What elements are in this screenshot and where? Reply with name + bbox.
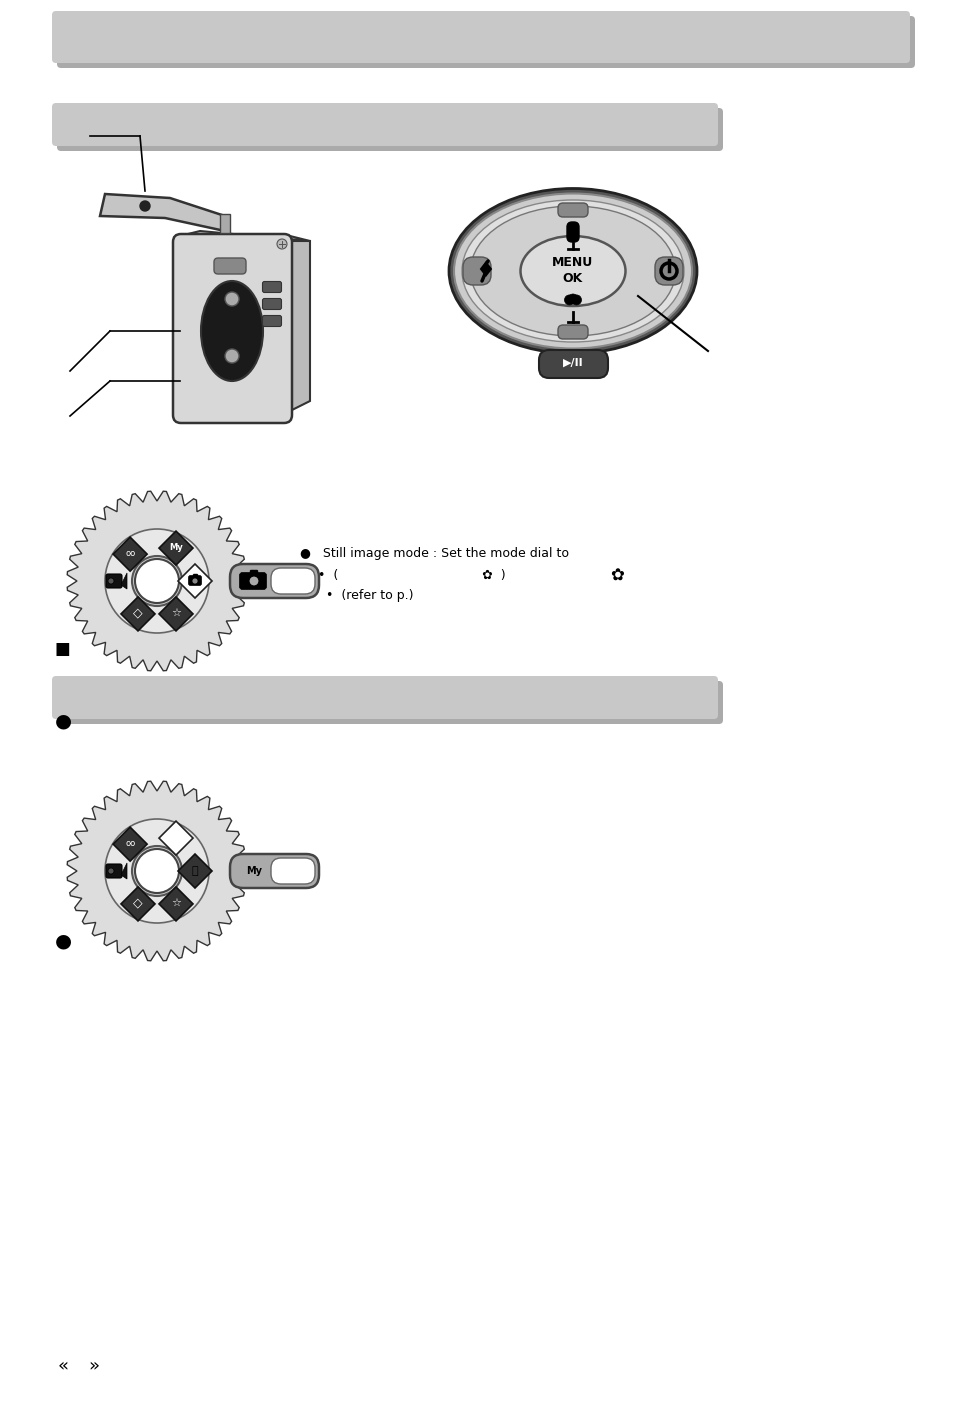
Circle shape: [276, 240, 287, 249]
Circle shape: [140, 200, 150, 212]
FancyBboxPatch shape: [538, 350, 607, 378]
Ellipse shape: [470, 206, 675, 336]
FancyBboxPatch shape: [462, 256, 491, 284]
Polygon shape: [121, 863, 127, 878]
FancyBboxPatch shape: [172, 234, 292, 423]
Circle shape: [135, 559, 179, 602]
Polygon shape: [121, 887, 154, 920]
Circle shape: [571, 296, 581, 305]
Text: ◇: ◇: [133, 607, 143, 619]
Ellipse shape: [449, 189, 697, 353]
FancyBboxPatch shape: [655, 256, 682, 284]
Text: •  (                                    ✿  ): • ( ✿ ): [317, 569, 505, 583]
Circle shape: [105, 820, 209, 923]
Polygon shape: [67, 492, 247, 671]
Text: oo: oo: [125, 839, 135, 848]
Polygon shape: [159, 531, 193, 565]
Circle shape: [132, 556, 182, 607]
Polygon shape: [220, 214, 230, 233]
Text: 📷: 📷: [192, 866, 198, 876]
FancyBboxPatch shape: [262, 298, 281, 310]
FancyBboxPatch shape: [57, 108, 722, 151]
FancyBboxPatch shape: [52, 104, 718, 146]
FancyBboxPatch shape: [566, 221, 578, 242]
Text: OK: OK: [562, 273, 582, 286]
Text: ●: ●: [55, 932, 71, 950]
FancyBboxPatch shape: [262, 315, 281, 326]
Text: ♦: ♦: [475, 261, 495, 282]
Text: oo: oo: [125, 549, 135, 558]
Text: My: My: [169, 832, 183, 842]
Circle shape: [108, 579, 113, 584]
Ellipse shape: [520, 235, 625, 305]
Text: •  (refer to p.): • (refer to p.): [326, 588, 413, 601]
FancyBboxPatch shape: [250, 570, 257, 574]
Circle shape: [135, 849, 179, 892]
Text: MENU: MENU: [552, 256, 593, 269]
Polygon shape: [121, 597, 154, 630]
Text: ●   Still image mode : Set the mode dial to: ● Still image mode : Set the mode dial t…: [299, 546, 568, 559]
FancyBboxPatch shape: [52, 677, 718, 719]
FancyBboxPatch shape: [239, 573, 266, 590]
Ellipse shape: [461, 200, 683, 342]
Polygon shape: [180, 231, 310, 241]
Polygon shape: [121, 573, 127, 588]
FancyBboxPatch shape: [106, 574, 122, 588]
Polygon shape: [67, 782, 247, 961]
FancyBboxPatch shape: [193, 574, 198, 577]
Polygon shape: [290, 241, 310, 410]
FancyBboxPatch shape: [558, 325, 587, 339]
FancyBboxPatch shape: [230, 565, 318, 598]
Circle shape: [567, 294, 578, 304]
FancyBboxPatch shape: [106, 864, 122, 878]
Text: ◇: ◇: [133, 897, 143, 909]
Circle shape: [108, 869, 113, 874]
Ellipse shape: [201, 282, 263, 381]
Polygon shape: [159, 887, 193, 920]
Circle shape: [564, 296, 574, 305]
FancyBboxPatch shape: [558, 203, 587, 217]
FancyBboxPatch shape: [262, 282, 281, 293]
Circle shape: [192, 579, 198, 584]
Text: »: »: [88, 1358, 99, 1374]
Circle shape: [105, 530, 209, 633]
Polygon shape: [113, 537, 147, 572]
Polygon shape: [178, 855, 212, 888]
Text: My: My: [169, 542, 183, 552]
Polygon shape: [178, 565, 212, 598]
Ellipse shape: [454, 193, 691, 349]
Text: ●: ●: [55, 712, 71, 730]
FancyBboxPatch shape: [52, 11, 909, 63]
Circle shape: [225, 349, 239, 363]
FancyBboxPatch shape: [230, 855, 318, 888]
Polygon shape: [100, 193, 225, 231]
Text: ▶/II: ▶/II: [562, 359, 582, 368]
Circle shape: [249, 576, 258, 586]
Text: ☆: ☆: [171, 608, 181, 618]
Text: ■: ■: [55, 640, 71, 658]
Polygon shape: [113, 827, 147, 862]
FancyBboxPatch shape: [271, 857, 314, 884]
Polygon shape: [159, 821, 193, 855]
FancyBboxPatch shape: [271, 567, 314, 594]
FancyBboxPatch shape: [57, 681, 722, 724]
Text: «: «: [58, 1358, 69, 1374]
Circle shape: [225, 291, 239, 305]
Text: ✿: ✿: [609, 567, 623, 586]
FancyBboxPatch shape: [213, 258, 246, 275]
FancyBboxPatch shape: [57, 15, 914, 69]
Polygon shape: [159, 597, 193, 630]
Text: ☆: ☆: [171, 898, 181, 908]
Text: My: My: [246, 866, 262, 876]
FancyBboxPatch shape: [189, 576, 201, 586]
Circle shape: [132, 846, 182, 897]
